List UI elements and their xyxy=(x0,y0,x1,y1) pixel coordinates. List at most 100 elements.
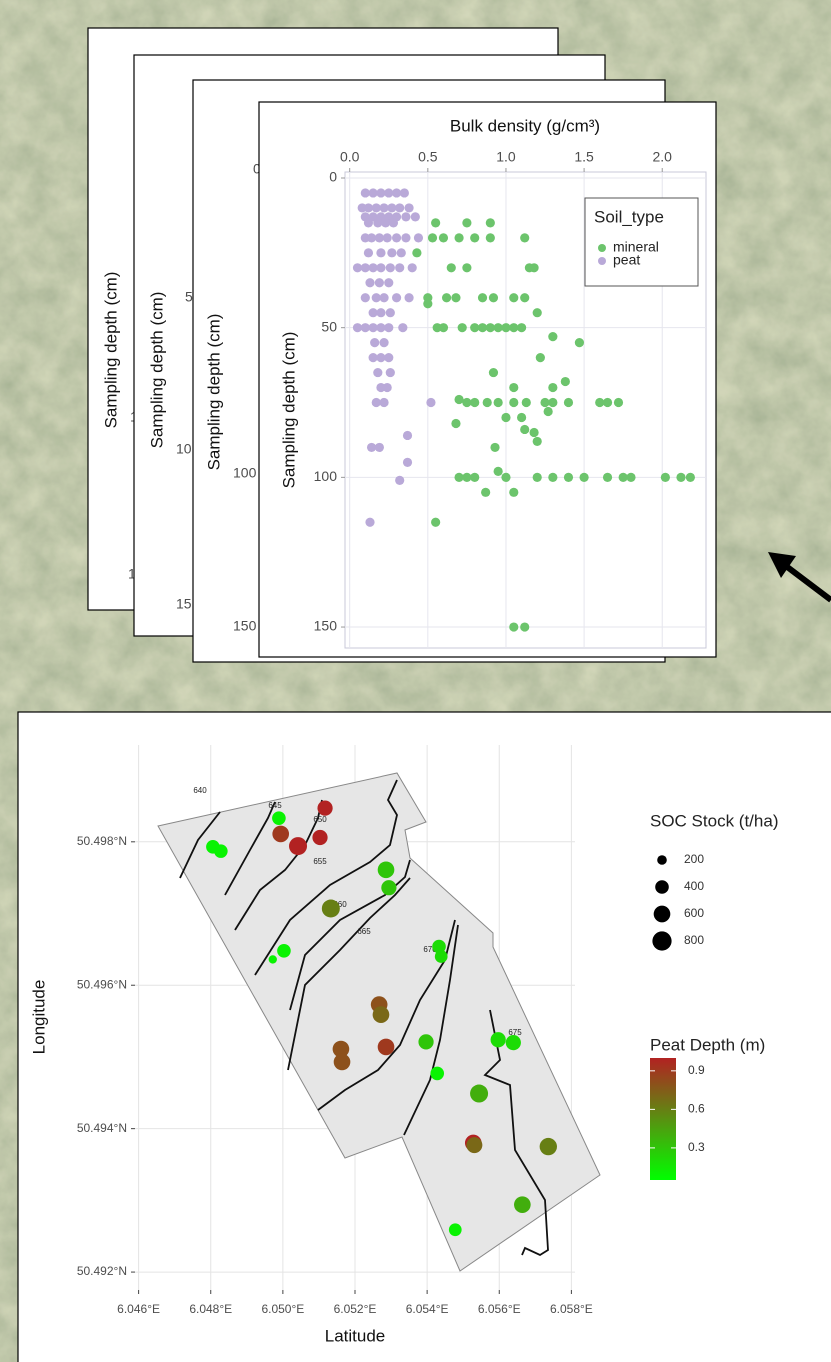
point xyxy=(371,203,381,213)
tick-label: 100 xyxy=(233,465,257,481)
sample-point xyxy=(381,880,397,896)
sample-point xyxy=(514,1196,531,1213)
point xyxy=(412,248,422,258)
sample-point xyxy=(377,861,395,879)
contour-label: 645 xyxy=(268,801,282,810)
sample-point xyxy=(272,811,286,825)
point xyxy=(381,218,391,228)
contour-label: 640 xyxy=(193,786,207,795)
point xyxy=(387,203,397,213)
tick-label: 0 xyxy=(253,161,261,177)
x-tick-label: 6.050°E xyxy=(261,1302,304,1316)
point xyxy=(574,338,585,348)
point xyxy=(374,278,384,288)
point xyxy=(427,233,438,243)
sample-point xyxy=(321,899,340,918)
point xyxy=(404,293,414,303)
point xyxy=(548,382,558,393)
sample-point xyxy=(432,939,446,954)
y-label: Sampling depth (cm) xyxy=(147,292,166,449)
point xyxy=(454,472,464,482)
colorbar-label: 0.9 xyxy=(688,1063,705,1077)
point xyxy=(384,323,394,333)
y-tick-label: 50.492°N xyxy=(77,1264,127,1278)
y-label: Sampling depth (cm) xyxy=(204,314,223,471)
point xyxy=(490,442,500,453)
point xyxy=(441,293,452,303)
sample-point xyxy=(448,1223,462,1237)
point xyxy=(488,293,499,303)
colorbar-label: 0.3 xyxy=(688,1140,705,1154)
point xyxy=(520,233,530,243)
point xyxy=(368,353,378,363)
point xyxy=(399,188,409,198)
point xyxy=(501,323,511,333)
point xyxy=(520,622,530,632)
point xyxy=(470,233,480,243)
y-tick-label: 50.496°N xyxy=(77,977,127,991)
x-tick-label: 6.046°E xyxy=(117,1302,160,1316)
point xyxy=(360,293,370,303)
y-tick-label: 150 xyxy=(314,618,338,634)
scatter-panel: Bulk density (g/cm³) Sampling depth (cm)… xyxy=(258,101,717,658)
sample-point xyxy=(372,1006,390,1023)
point xyxy=(431,218,441,228)
sample-point xyxy=(490,1032,506,1048)
point xyxy=(365,517,375,527)
point xyxy=(516,323,527,333)
colorbar-label: 0.6 xyxy=(688,1102,705,1116)
point xyxy=(451,418,461,429)
point xyxy=(446,263,456,273)
point xyxy=(371,397,381,408)
contour-label: 670 xyxy=(423,945,437,954)
point xyxy=(520,293,530,303)
size-legend-marker xyxy=(652,931,672,951)
point xyxy=(563,397,574,408)
point xyxy=(385,263,395,273)
point xyxy=(402,430,413,441)
point xyxy=(368,308,378,318)
point xyxy=(398,323,408,333)
sample-point xyxy=(332,1040,350,1058)
point xyxy=(501,412,511,423)
contour-label: 660 xyxy=(333,900,347,909)
point xyxy=(509,622,519,632)
point xyxy=(376,353,386,363)
point xyxy=(485,323,495,333)
y-tick-label: 50 xyxy=(321,318,337,334)
x-tick-label: 6.052°E xyxy=(334,1302,377,1316)
point xyxy=(352,263,363,273)
color-legend-title: Peat Depth (m) xyxy=(650,1035,765,1054)
y-label: Longitude xyxy=(29,980,48,1055)
point xyxy=(482,397,492,408)
sample-point xyxy=(289,837,308,856)
point xyxy=(501,472,511,482)
point xyxy=(481,487,491,497)
y-label: Sampling depth (cm) xyxy=(101,272,120,429)
size-legend-title: SOC Stock (t/ha) xyxy=(650,811,778,830)
point xyxy=(602,472,613,482)
size-legend-marker xyxy=(653,905,671,923)
point xyxy=(626,472,636,482)
point xyxy=(438,233,449,243)
point xyxy=(373,367,383,378)
x-tick-label: 2.0 xyxy=(653,149,673,165)
point xyxy=(535,353,545,363)
point xyxy=(360,188,370,198)
point xyxy=(404,203,414,213)
point xyxy=(532,308,542,318)
legend-marker xyxy=(598,244,606,252)
x-label: Latitude xyxy=(325,1326,386,1345)
sample-point xyxy=(430,1066,445,1081)
point xyxy=(602,397,613,408)
point xyxy=(560,376,570,387)
legend-label: peat xyxy=(613,252,640,268)
point xyxy=(374,442,384,453)
tick-label: 10 xyxy=(176,441,192,457)
point xyxy=(396,248,406,258)
point xyxy=(370,338,380,348)
arrow xyxy=(768,552,831,603)
point xyxy=(509,397,519,408)
sample-point xyxy=(466,1137,483,1154)
point xyxy=(423,299,433,309)
